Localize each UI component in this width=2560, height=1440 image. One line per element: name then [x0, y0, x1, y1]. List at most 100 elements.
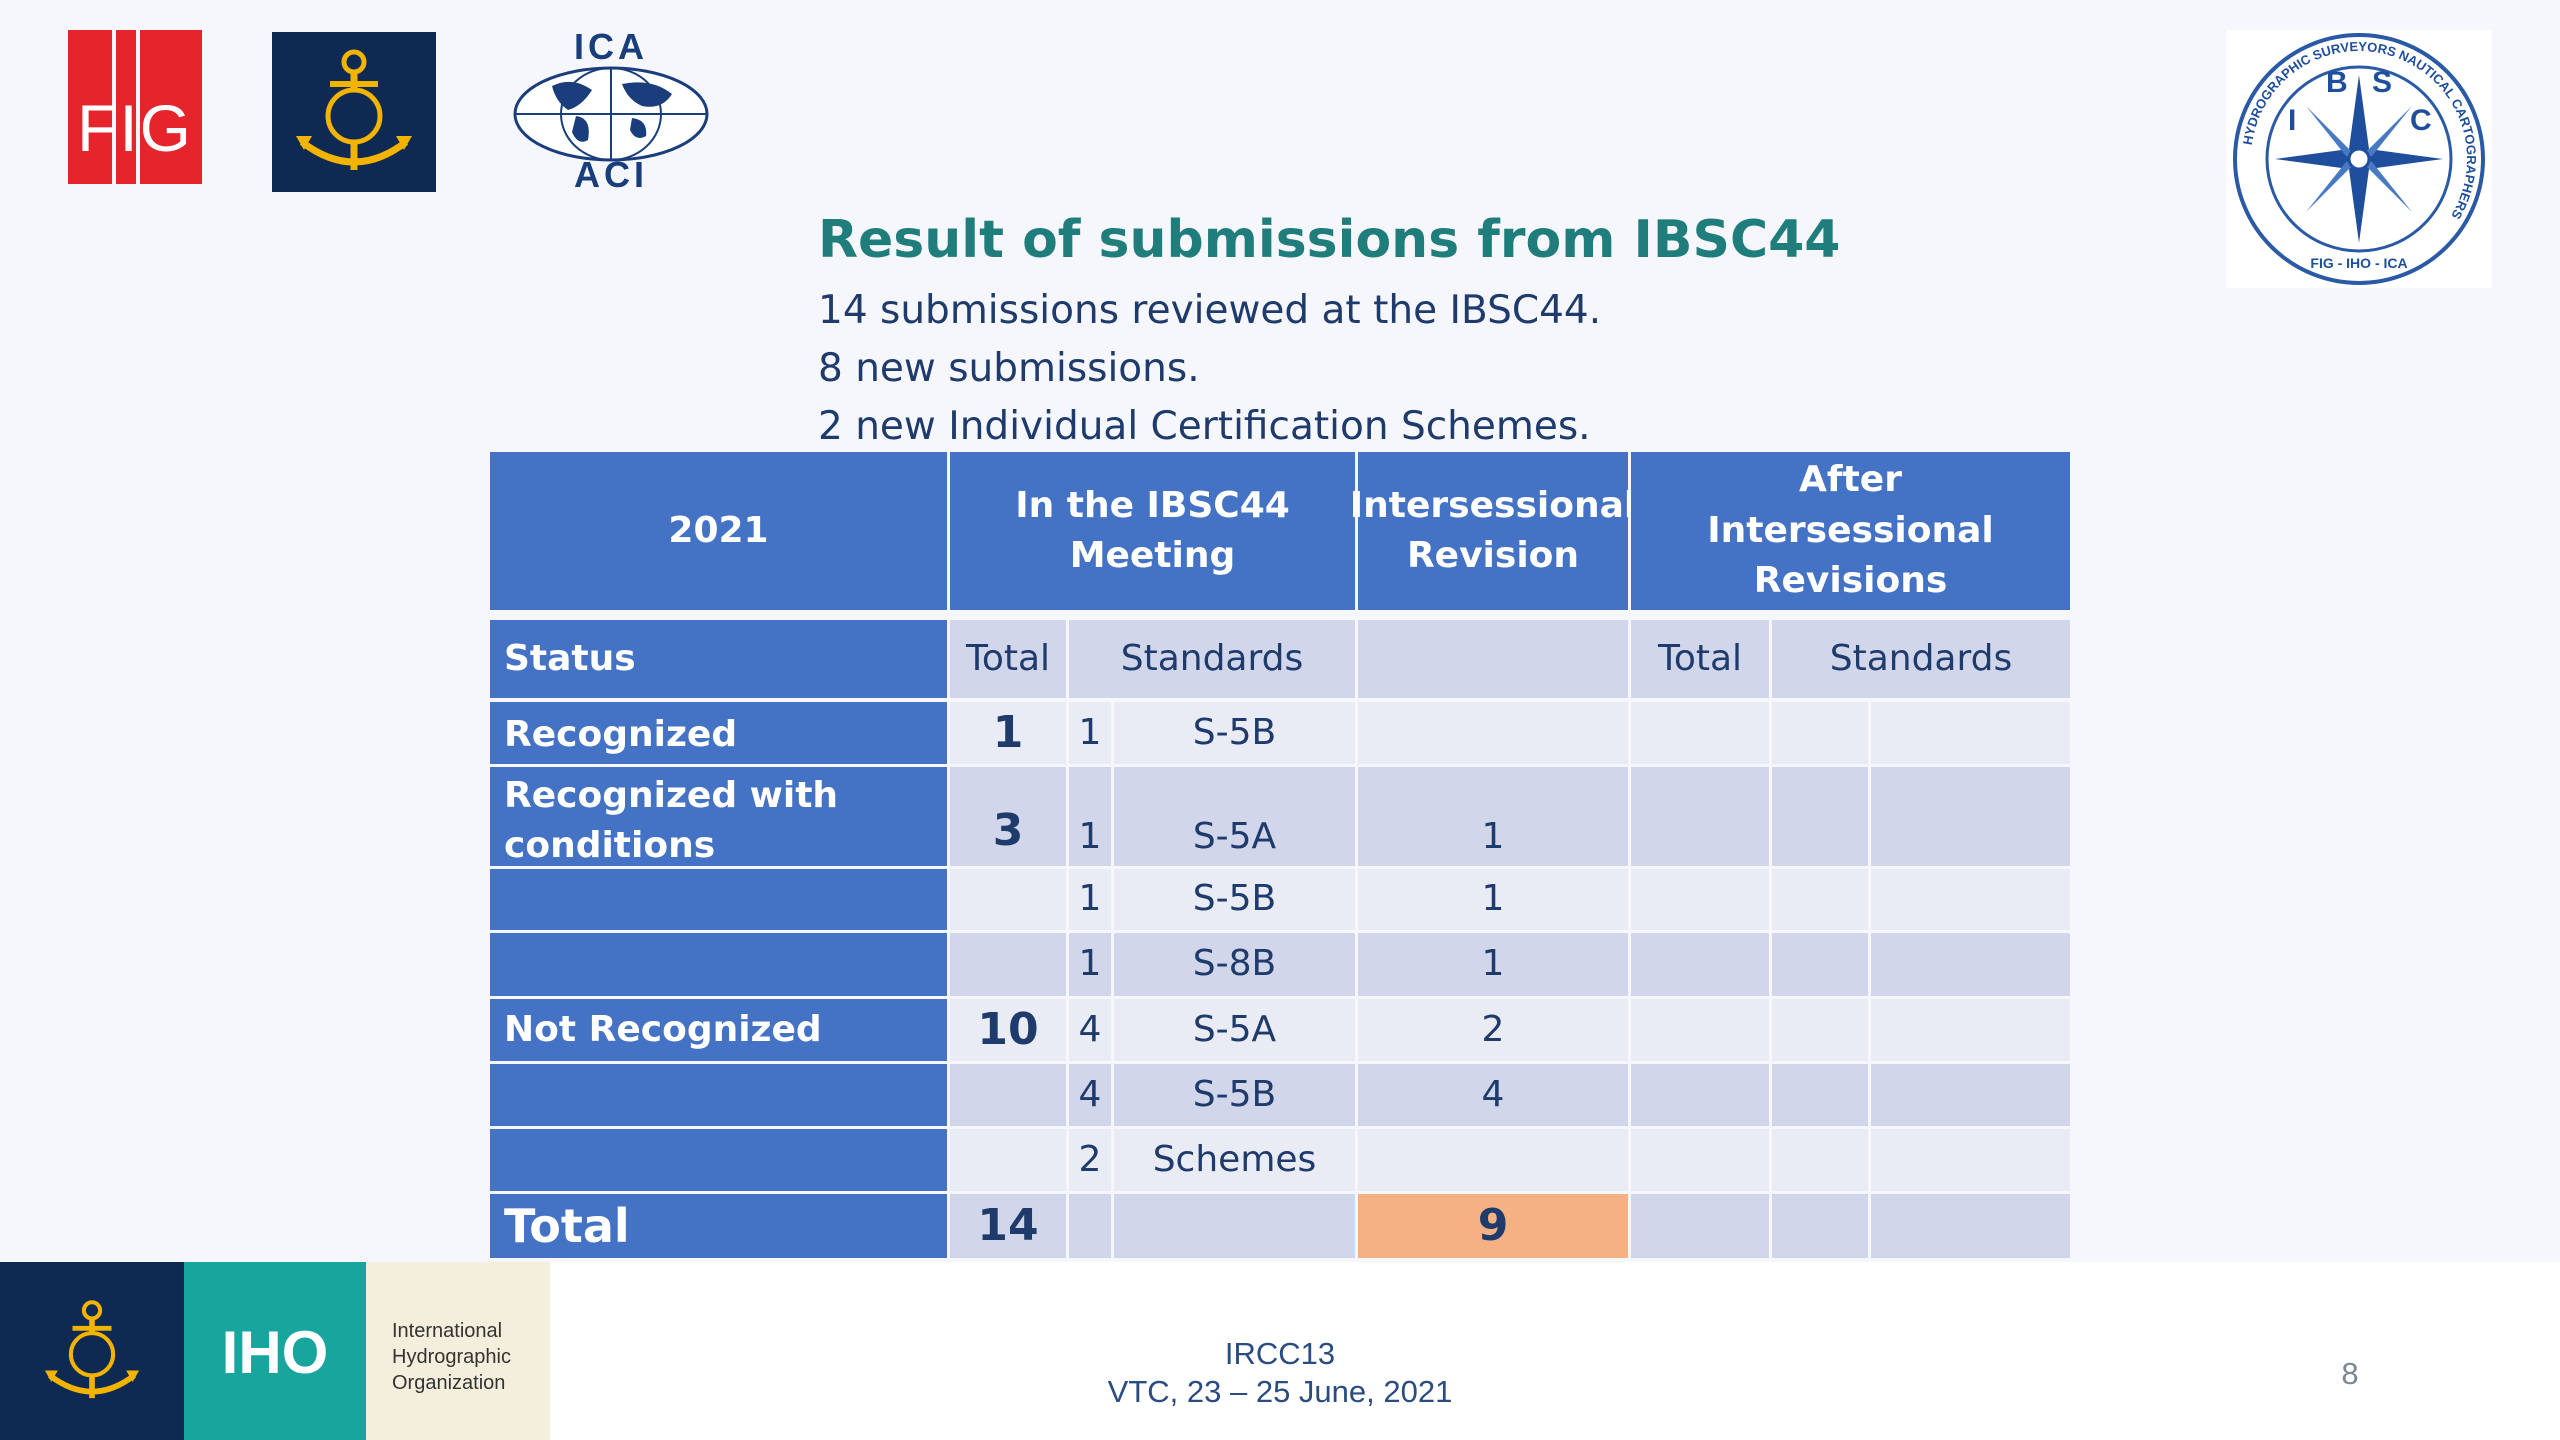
fig-logo: FIG	[68, 30, 202, 184]
total-row-revision: 9	[1358, 1194, 1628, 1258]
summary-line: 8 new submissions.	[818, 346, 1200, 391]
row-standard: S-5B	[1114, 1064, 1355, 1126]
row-after-total	[1631, 1129, 1769, 1191]
ibsc-bottom-text: FIG - IHO - ICA	[2310, 255, 2407, 271]
row-revision	[1358, 702, 1628, 764]
footer-iho-text: IHO	[221, 1319, 329, 1386]
subheader-revision	[1358, 620, 1628, 698]
total-row-total: 14	[950, 1194, 1066, 1258]
row-after-standard	[1871, 702, 2070, 764]
row-status	[490, 869, 947, 930]
header-after: After Intersessional Revisions	[1631, 452, 2070, 610]
header-intersessional: Intersessional Revision	[1350, 452, 1636, 610]
ica-logo-top: ICA	[574, 26, 648, 67]
header-meeting: In the IBSC44 Meeting	[950, 452, 1355, 610]
page-number: 8	[2341, 1356, 2359, 1391]
row-count: 1	[1069, 869, 1111, 930]
total-row-after-total	[1631, 1194, 1769, 1258]
total-row-label: Total	[490, 1194, 947, 1258]
row-count: 1	[1069, 702, 1111, 764]
anchor-icon	[44, 1300, 140, 1399]
row-total: 3	[950, 767, 1066, 866]
row-after-total	[1631, 1064, 1769, 1126]
row-after-count	[1772, 767, 1868, 866]
row-after-count	[1772, 933, 1868, 996]
row-total	[950, 1129, 1066, 1191]
fig-logo-text: FIG	[77, 91, 193, 165]
slide-title: Result of submissions from IBSC44	[818, 210, 1841, 270]
row-revision	[1358, 1129, 1628, 1191]
ibsc-logo: B S I C HYDROGRAPHIC SURVEYORS NAUTICAL …	[2226, 30, 2492, 288]
row-after-count	[1772, 999, 1868, 1061]
row-revision: 2	[1358, 999, 1628, 1061]
ibsc-letter-i: I	[2288, 104, 2296, 137]
ica-logo-bottom: ACI	[574, 154, 648, 195]
row-after-standard	[1871, 869, 2070, 930]
row-after-total	[1631, 999, 1769, 1061]
row-after-count	[1772, 702, 1868, 764]
row-after-standard	[1871, 1129, 2070, 1191]
globe-icon	[513, 66, 709, 162]
compass-rose-icon	[2275, 75, 2443, 243]
row-after-standard	[1871, 1064, 2070, 1126]
footer-org-block: International Hydrographic Organization	[366, 1262, 550, 1440]
row-standard: S-5A	[1114, 767, 1355, 866]
row-standard: S-5B	[1114, 869, 1355, 930]
iho-anchor-logo	[272, 32, 436, 192]
row-after-total	[1631, 767, 1769, 866]
footer-iho-block: IHO	[184, 1262, 366, 1440]
summary-line: 2 new Individual Certification Schemes.	[818, 404, 1591, 449]
total-row-after-standard	[1871, 1194, 2070, 1258]
ibsc-letter-b: B	[2326, 66, 2348, 99]
subheader-status: Status	[490, 620, 947, 698]
ibsc-letter-c: C	[2410, 104, 2432, 137]
row-after-count	[1772, 869, 1868, 930]
row-count: 1	[1069, 767, 1111, 866]
row-standard: S-8B	[1114, 933, 1355, 996]
row-status	[490, 1129, 947, 1191]
subheader-standards: Standards	[1069, 620, 1355, 698]
row-status	[490, 1064, 947, 1126]
row-after-count	[1772, 1129, 1868, 1191]
row-status	[490, 933, 947, 996]
total-row-after-count	[1772, 1194, 1868, 1258]
row-revision: 1	[1358, 933, 1628, 996]
row-after-standard	[1871, 933, 2070, 996]
row-standard: S-5B	[1114, 702, 1355, 764]
header-year: 2021	[490, 452, 947, 610]
summary-line: 14 submissions reviewed at the IBSC44.	[818, 288, 1602, 333]
row-after-total	[1631, 869, 1769, 930]
row-standard: S-5A	[1114, 999, 1355, 1061]
row-revision: 4	[1358, 1064, 1628, 1126]
row-total: 1	[950, 702, 1066, 764]
row-after-standard	[1871, 767, 2070, 866]
row-total	[950, 1064, 1066, 1126]
ibsc-letter-s: S	[2372, 66, 2392, 99]
footer-dates: VTC, 23 – 25 June, 2021	[1107, 1374, 1453, 1409]
footer-event: IRCC13	[1224, 1336, 1336, 1371]
total-row-standard	[1114, 1194, 1355, 1258]
row-count: 4	[1069, 1064, 1111, 1126]
row-total	[950, 933, 1066, 996]
subheader-after-standards: Standards	[1772, 620, 2070, 698]
row-after-total	[1631, 933, 1769, 996]
subheader-total: Total	[950, 620, 1066, 698]
row-revision: 1	[1358, 869, 1628, 930]
row-count: 4	[1069, 999, 1111, 1061]
row-after-count	[1772, 1064, 1868, 1126]
footer-iho-emblem	[0, 1262, 184, 1440]
total-row-count	[1069, 1194, 1111, 1258]
row-status: Not Recognized	[490, 999, 947, 1061]
row-total	[950, 869, 1066, 930]
row-status: Recognized with conditions	[490, 767, 947, 866]
footer-org-name: International Hydrographic Organization	[392, 1320, 511, 1394]
anchor-icon	[296, 49, 412, 170]
row-count: 2	[1069, 1129, 1111, 1191]
row-status: Recognized	[490, 702, 947, 764]
subheader-after-total: Total	[1631, 620, 1769, 698]
row-standard: Schemes	[1114, 1129, 1355, 1191]
ica-logo: ICA ACI	[508, 26, 714, 195]
row-after-total	[1631, 702, 1769, 764]
row-count: 1	[1069, 933, 1111, 996]
row-total: 10	[950, 999, 1066, 1061]
